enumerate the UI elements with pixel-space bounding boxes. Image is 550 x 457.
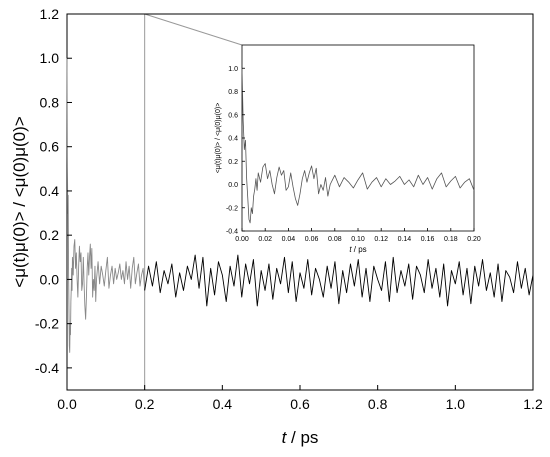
zoom-connector-lines	[144, 13, 243, 390]
inset-background	[242, 45, 474, 231]
inset-y-tick-label: 0.8	[228, 89, 238, 96]
inset-x-tick-label: 0.12	[374, 236, 388, 243]
inset-y-tick-label: 1.0	[228, 66, 238, 73]
inset-y-tick-label: -0.2	[226, 205, 238, 212]
inset-x-ticks: 0.00 0.02 0.04 0.06 0.08 0.10 0.12 0.14 0.16 0.18…	[235, 228, 481, 243]
inset-x-tick-label: 0.02	[258, 236, 272, 243]
main-plot: 0.0 0.2 0.4 0.6 0.8 1.0 1.2 -0.4-0.20.00.20.40…	[10, 6, 543, 447]
inset-x-tick-label: 0.06	[305, 236, 319, 243]
inset-y-tick-label: 0.0	[228, 182, 238, 189]
main-y-tick-label: 0.2	[40, 227, 60, 243]
main-x-tick-label: 0.8	[368, 396, 388, 412]
main-series-line-1	[66, 58, 146, 353]
main-y-tick-label: -0.2	[35, 316, 59, 332]
main-y-tick-label: 0.0	[40, 271, 60, 287]
inset-y-ticks: -0.4 -0.2 0.0 0.2 0.4 0.6 0.8 1.0	[226, 66, 245, 236]
main-x-ticks: 0.0 0.2 0.4 0.6 0.8 1.0 1.2	[57, 385, 543, 412]
main-x-axis-label: t / ps	[282, 428, 319, 447]
inset-x-axis-label-unit: / ps	[352, 245, 367, 254]
main-y-tick-label: 0.8	[40, 94, 60, 110]
main-x-tick-label: 0.0	[57, 396, 77, 412]
main-y-tick-label: 1.2	[40, 6, 60, 22]
main-y-ticks: -0.4 -0.2 0.0 0.2 0.4 0.6 0.8 1.0 1.2	[35, 6, 72, 376]
inset-plot: 0.00 0.02 0.04 0.06 0.08 0.10 0.12 0.14 0.16 0.18…	[215, 44, 481, 254]
inset-series-line-1	[241, 68, 475, 224]
zoom-connector-line	[144, 13, 243, 46]
main-x-axis-label-var: t	[282, 428, 288, 447]
inset-x-tick-label: 0.20	[467, 236, 481, 243]
inset-y-tick-label: 0.6	[228, 112, 238, 119]
inset-y-tick-label: 0.4	[228, 136, 238, 143]
main-x-tick-label: 1.0	[446, 396, 466, 412]
inset-x-axis-label: t / ps	[349, 245, 366, 254]
main-x-tick-label: 1.2	[523, 396, 543, 412]
inset-y-axis-label: <μ(t)μ(0)> / <μ(0)μ(0)>	[215, 103, 222, 174]
main-x-axis-label-unit: / ps	[286, 428, 318, 447]
inset-y-tick-label: 0.2	[228, 159, 238, 166]
main-x-tick-label: 0.2	[135, 396, 155, 412]
inset-x-tick-label: 0.08	[328, 236, 342, 243]
main-y-tick-label: -0.4	[35, 360, 59, 376]
main-y-axis-label: <μ(t)μ(0)> / <μ(0)μ(0)>	[10, 116, 29, 288]
inset-x-tick-label: 0.10	[351, 236, 365, 243]
inset-series-group	[241, 68, 475, 224]
inset-x-tick-label: 0.14	[398, 236, 412, 243]
inset-x-tick-label: 0.04	[282, 236, 296, 243]
main-series-line-2	[144, 254, 534, 307]
main-series-group	[66, 58, 534, 353]
main-y-tick-label: 1.0	[40, 50, 60, 66]
main-y-tick-label: 0.6	[40, 139, 60, 155]
inset-x-tick-label: 0.00	[235, 236, 249, 243]
main-x-tick-label: 0.6	[290, 396, 310, 412]
main-x-tick-label: 0.4	[213, 396, 233, 412]
inset-y-tick-label: -0.4	[226, 229, 238, 236]
inset-x-tick-label: 0.18	[444, 236, 458, 243]
inset-x-tick-label: 0.16	[421, 236, 435, 243]
inset-x-axis-label-var: t	[349, 245, 352, 254]
main-y-tick-label: 0.4	[40, 183, 60, 199]
